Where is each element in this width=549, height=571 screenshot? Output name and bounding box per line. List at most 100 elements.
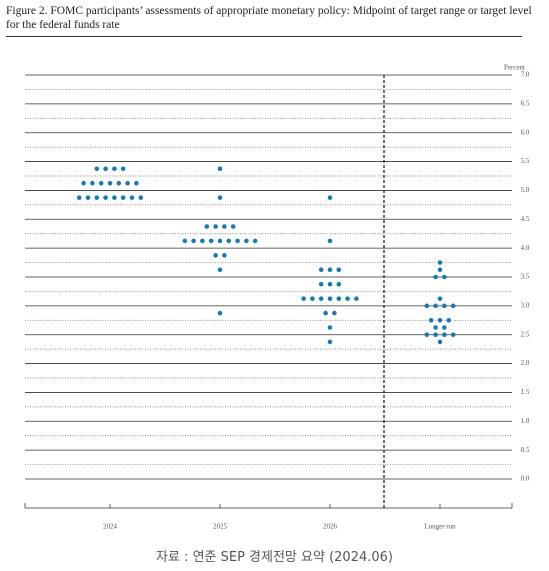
dot (327, 238, 333, 244)
dot (112, 166, 117, 172)
dot (442, 303, 447, 309)
dot (120, 166, 126, 172)
y-tick-label: 3.5 (521, 273, 530, 281)
dot (327, 195, 333, 200)
dot (437, 339, 443, 345)
dot (217, 238, 223, 244)
dot (301, 296, 306, 301)
dot (204, 224, 210, 229)
y-tick-label: 2.5 (521, 330, 530, 338)
dot (182, 238, 188, 244)
dot (217, 195, 223, 200)
dot (433, 303, 438, 309)
dot (94, 195, 100, 200)
dot (446, 317, 452, 323)
dot (191, 238, 196, 244)
dot (76, 195, 82, 200)
dot (103, 166, 108, 172)
dot (345, 296, 350, 301)
y-tick-label: 0.0 (521, 475, 530, 483)
dot (318, 296, 324, 301)
chart-title: Figure 2. FOMC participants’ assessments… (6, 5, 532, 31)
y-tick-label: 1.5 (521, 388, 530, 396)
dot (327, 296, 333, 301)
dot (120, 195, 126, 200)
dot (332, 310, 337, 316)
x-tick-label: 2024 (103, 523, 118, 531)
y-tick-label: 2.0 (521, 359, 530, 367)
dot (327, 325, 333, 330)
dot (310, 296, 315, 301)
dot (354, 296, 359, 301)
dot (213, 224, 218, 229)
dot (437, 267, 443, 273)
dot (318, 281, 324, 287)
y-tick-label: 5.0 (521, 186, 530, 194)
dot (252, 238, 258, 244)
dot (442, 332, 447, 338)
caption: 자료 : 연준 SEP 경제전망 요약 (2024.06) (156, 550, 393, 565)
dot (450, 332, 456, 338)
dot (244, 238, 249, 244)
y-tick-label: 1.0 (521, 417, 530, 425)
dot (424, 332, 430, 338)
dot (90, 180, 95, 186)
dot (138, 195, 144, 200)
dot (327, 267, 333, 273)
dot (442, 274, 447, 280)
dot (208, 238, 214, 244)
dot (81, 180, 86, 186)
dot (107, 180, 113, 186)
dot (336, 296, 342, 301)
dot (336, 281, 342, 287)
dot (437, 296, 443, 301)
dot (129, 195, 135, 200)
dot (450, 303, 456, 309)
dot (94, 166, 100, 172)
y-tick-label: 5.5 (521, 157, 530, 165)
dot (318, 267, 324, 273)
dot (134, 180, 139, 186)
y-tick-label: 6.0 (521, 128, 530, 136)
dot (226, 238, 232, 244)
dot (428, 317, 434, 323)
dot (217, 267, 223, 273)
dot (85, 195, 91, 200)
dot (217, 310, 223, 316)
dot (125, 180, 130, 186)
dot (213, 253, 218, 258)
dot (336, 267, 342, 273)
y-tick-label: 0.5 (521, 446, 530, 454)
y-tick-label: 7.0 (521, 71, 530, 79)
y-tick-label: 4.5 (521, 215, 530, 223)
dot (103, 195, 108, 200)
dot (323, 310, 328, 316)
dot (200, 238, 205, 244)
dot (217, 166, 223, 172)
dot (437, 317, 443, 323)
dot (98, 180, 104, 186)
y-tick-label: 6.5 (521, 99, 530, 107)
dot (442, 325, 447, 330)
dot (433, 274, 438, 280)
x-tick-label: 2026 (323, 523, 338, 531)
x-tick-label: 2025 (213, 523, 228, 531)
dot (112, 195, 117, 200)
y-tick-label: 3.0 (521, 301, 530, 309)
dot (437, 260, 443, 265)
dot (424, 303, 430, 309)
dot (222, 224, 227, 229)
title-rule (6, 36, 522, 37)
dot (327, 339, 333, 345)
dot (230, 224, 236, 229)
dot (433, 332, 438, 338)
dot (327, 281, 333, 287)
dot (433, 325, 438, 330)
y-axis-label: Percent (504, 64, 525, 72)
dot (235, 238, 240, 244)
dot (222, 253, 227, 258)
x-tick-label: Longer run (424, 523, 456, 531)
dot (116, 180, 122, 186)
